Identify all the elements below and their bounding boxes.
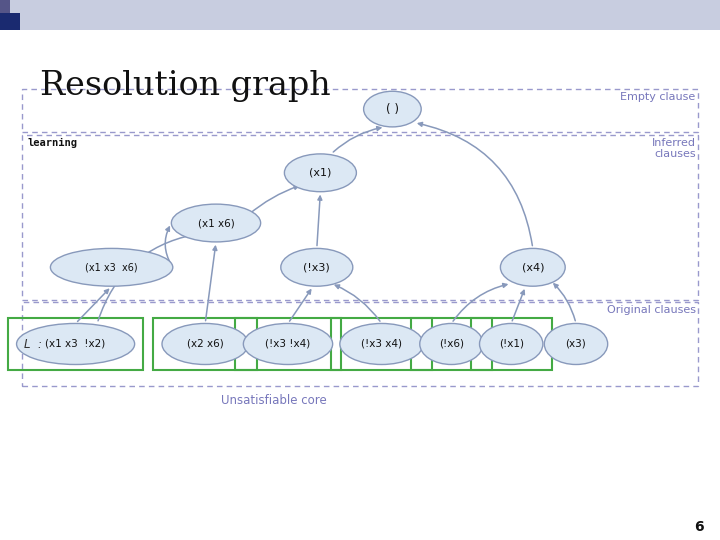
Ellipse shape	[281, 248, 353, 286]
Ellipse shape	[500, 248, 565, 286]
Text: L  :: L :	[24, 338, 42, 351]
Text: (x2 x6): (x2 x6)	[186, 339, 224, 349]
Text: (!x1): (!x1)	[499, 339, 523, 349]
Bar	[0, 14, 20, 30]
Text: (!x3 !x4): (!x3 !x4)	[266, 339, 310, 349]
Text: (x1 x3  !x2): (x1 x3 !x2)	[45, 339, 106, 349]
Text: Inferred
clauses: Inferred clauses	[652, 138, 696, 159]
Bar	[411, 318, 492, 370]
Ellipse shape	[17, 323, 135, 364]
Ellipse shape	[284, 154, 356, 192]
Ellipse shape	[364, 91, 421, 127]
Bar	[471, 318, 552, 370]
Ellipse shape	[544, 323, 608, 364]
Ellipse shape	[480, 323, 543, 364]
Text: ( ): ( )	[386, 103, 399, 116]
Text: (x4): (x4)	[521, 262, 544, 272]
Text: Original clauses: Original clauses	[606, 305, 696, 315]
Text: (x1 x6): (x1 x6)	[197, 218, 235, 228]
Text: Unsatisfiable core: Unsatisfiable core	[221, 394, 326, 407]
Text: Empty clause: Empty clause	[620, 92, 696, 102]
Text: (!x3): (!x3)	[303, 262, 330, 272]
Ellipse shape	[50, 248, 173, 286]
Bar	[235, 318, 341, 370]
Text: (!x3 x4): (!x3 x4)	[361, 339, 402, 349]
Ellipse shape	[340, 323, 423, 364]
Text: learning: learning	[27, 138, 77, 148]
Ellipse shape	[171, 204, 261, 242]
Text: (x1 x3  x6): (x1 x3 x6)	[85, 262, 138, 272]
Text: Resolution graph: Resolution graph	[40, 70, 330, 102]
Bar	[153, 318, 257, 370]
Bar	[331, 318, 432, 370]
Text: 6: 6	[695, 519, 704, 534]
Ellipse shape	[243, 323, 333, 364]
Text: (!x6): (!x6)	[439, 339, 464, 349]
Bar	[0, 0, 10, 14]
Bar	[8, 318, 143, 370]
Bar	[0, 0, 720, 30]
Text: (x3): (x3)	[566, 339, 586, 349]
Ellipse shape	[162, 323, 248, 364]
Text: (x1): (x1)	[309, 168, 332, 178]
Ellipse shape	[420, 323, 483, 364]
